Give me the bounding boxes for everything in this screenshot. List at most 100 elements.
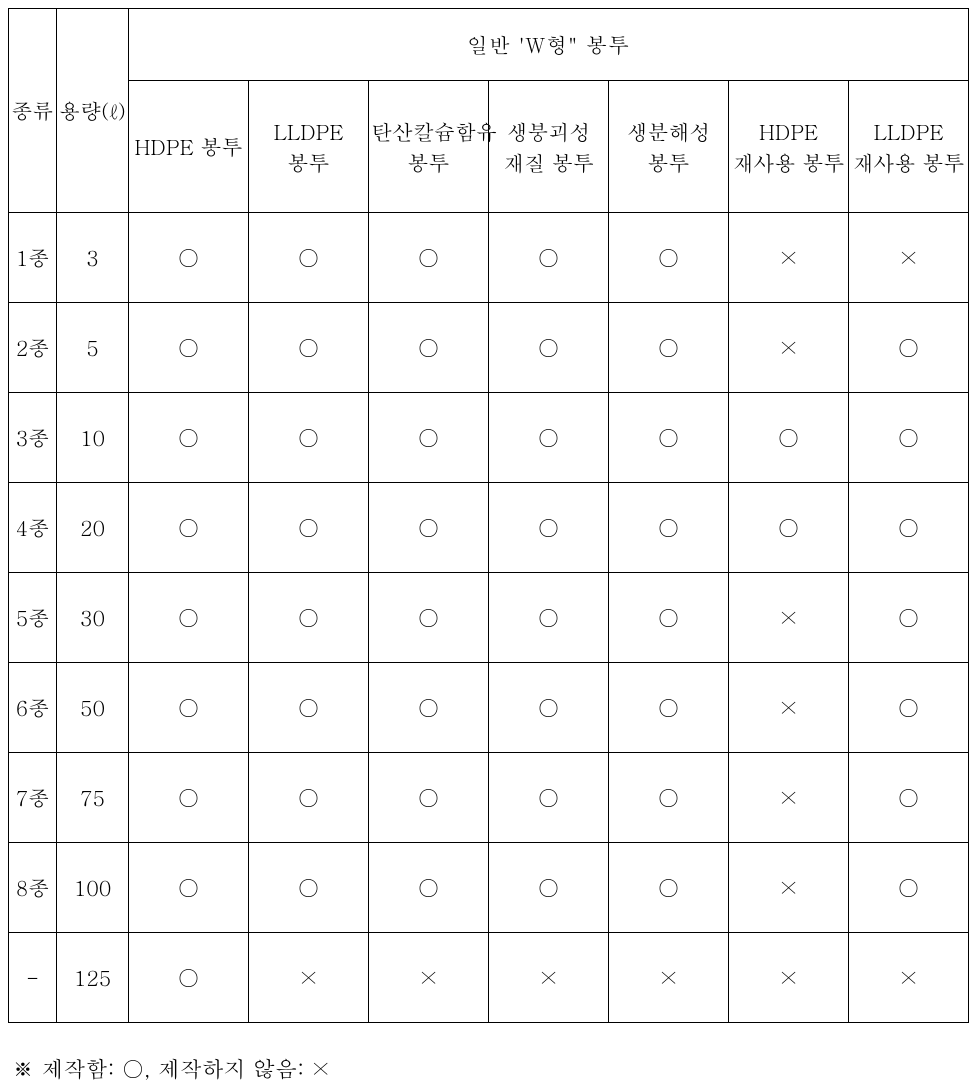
hdr-capacity: 용량(ℓ) [57,9,129,213]
cell-type: 1종 [9,213,57,303]
cell-val: ○ [729,393,849,483]
cell-val: ○ [369,303,489,393]
cell-type: - [9,933,57,1023]
cell-val: ○ [369,663,489,753]
cell-val: ○ [129,573,249,663]
hdr-col-5: HDPE 재사용 봉투 [729,81,849,213]
cell-val: × [729,753,849,843]
cell-val: × [729,843,849,933]
cell-val: ○ [249,843,369,933]
table-row: 4종 20 ○ ○ ○ ○ ○ ○ ○ [9,483,969,573]
cell-type: 4종 [9,483,57,573]
cell-type: 2종 [9,303,57,393]
cell-val: ○ [129,393,249,483]
cell-val: ○ [849,753,969,843]
table-row: 1종 3 ○ ○ ○ ○ ○ × × [9,213,969,303]
cell-val: × [609,933,729,1023]
cell-val: ○ [129,213,249,303]
cell-capacity: 100 [57,843,129,933]
cell-type: 7종 [9,753,57,843]
cell-val: × [849,933,969,1023]
hdr-col-3: 생붕괴성 재질 봉투 [489,81,609,213]
cell-val: ○ [129,303,249,393]
hdr-group: 일반 'W형" 봉투 [129,9,969,81]
cell-val: × [729,573,849,663]
cell-val: × [489,933,609,1023]
cell-val: ○ [369,213,489,303]
hdr-col-0: HDPE 봉투 [129,81,249,213]
cell-type: 8종 [9,843,57,933]
cell-val: ○ [249,483,369,573]
cell-val: ○ [249,213,369,303]
cell-val: ○ [489,303,609,393]
cell-val: ○ [609,393,729,483]
cell-val: ○ [369,843,489,933]
hdr-type: 종류 [9,9,57,213]
cell-type: 6종 [9,663,57,753]
cell-val: ○ [489,843,609,933]
cell-val: ○ [609,573,729,663]
cell-val: ○ [249,303,369,393]
table-row: 7종 75 ○ ○ ○ ○ ○ × ○ [9,753,969,843]
cell-val: ○ [129,753,249,843]
cell-type: 5종 [9,573,57,663]
cell-val: ○ [849,393,969,483]
cell-val: ○ [609,483,729,573]
cell-val: ○ [489,483,609,573]
cell-capacity: 3 [57,213,129,303]
table-row: 8종 100 ○ ○ ○ ○ ○ × ○ [9,843,969,933]
table-row: - 125 ○ × × × × × × [9,933,969,1023]
bag-spec-table: 종류 용량(ℓ) 일반 'W형" 봉투 HDPE 봉투 LLDPE 봉투 탄산칼… [8,8,969,1023]
legend-note: ※ 제작함: ○, 제작하지 않음: × [8,1053,969,1084]
hdr-col-2: 탄산칼슘함유 봉투 [369,81,489,213]
hdr-col-6: LLDPE 재사용 봉투 [849,81,969,213]
cell-val: ○ [249,393,369,483]
cell-val: ○ [489,213,609,303]
cell-val: ○ [129,933,249,1023]
cell-val: × [729,213,849,303]
table-row: 2종 5 ○ ○ ○ ○ ○ × ○ [9,303,969,393]
cell-val: ○ [609,753,729,843]
table-row: 5종 30 ○ ○ ○ ○ ○ × ○ [9,573,969,663]
cell-val: ○ [729,483,849,573]
cell-val: × [729,933,849,1023]
hdr-col-4: 생분해성 봉투 [609,81,729,213]
cell-val: × [249,933,369,1023]
hdr-col-1: LLDPE 봉투 [249,81,369,213]
table-row: 6종 50 ○ ○ ○ ○ ○ × ○ [9,663,969,753]
table-header: 종류 용량(ℓ) 일반 'W형" 봉투 HDPE 봉투 LLDPE 봉투 탄산칼… [9,9,969,213]
cell-val: × [729,303,849,393]
cell-capacity: 10 [57,393,129,483]
cell-val: ○ [369,573,489,663]
cell-val: ○ [609,303,729,393]
cell-val: ○ [369,393,489,483]
cell-capacity: 20 [57,483,129,573]
cell-val: ○ [249,663,369,753]
cell-val: ○ [129,663,249,753]
cell-val: ○ [849,843,969,933]
cell-type: 3종 [9,393,57,483]
cell-val: ○ [609,213,729,303]
cell-val: ○ [849,483,969,573]
cell-val: ○ [489,573,609,663]
cell-val: ○ [369,483,489,573]
cell-capacity: 50 [57,663,129,753]
table-body: 1종 3 ○ ○ ○ ○ ○ × × 2종 5 ○ ○ ○ ○ ○ × ○ 3종… [9,213,969,1023]
cell-val: ○ [249,573,369,663]
cell-val: × [849,213,969,303]
cell-capacity: 30 [57,573,129,663]
table-row: 3종 10 ○ ○ ○ ○ ○ ○ ○ [9,393,969,483]
cell-val: ○ [489,753,609,843]
cell-val: × [369,933,489,1023]
cell-val: ○ [129,843,249,933]
cell-val: × [729,663,849,753]
cell-capacity: 75 [57,753,129,843]
cell-val: ○ [129,483,249,573]
cell-val: ○ [369,753,489,843]
cell-capacity: 5 [57,303,129,393]
cell-val: ○ [489,663,609,753]
cell-capacity: 125 [57,933,129,1023]
cell-val: ○ [849,663,969,753]
cell-val: ○ [249,753,369,843]
cell-val: ○ [849,303,969,393]
